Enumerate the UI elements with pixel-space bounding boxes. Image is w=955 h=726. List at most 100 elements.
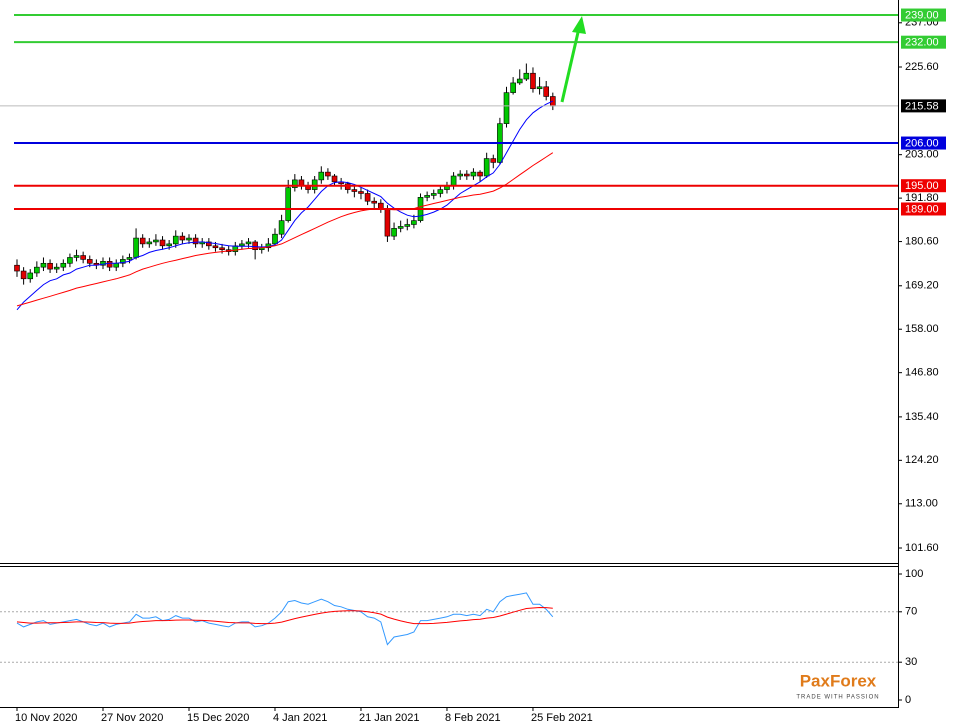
candle-body: [206, 241, 212, 247]
logo-tagline: TRADE WITH PASSION: [796, 695, 879, 701]
candle-body: [20, 270, 27, 280]
candle-body: [159, 239, 166, 247]
candle-body: [404, 224, 411, 227]
candle-body: [212, 245, 219, 249]
candle-body: [391, 228, 397, 237]
candle-body: [483, 158, 490, 177]
level-label-box: [901, 202, 946, 216]
candle-body: [331, 175, 338, 183]
candle-body: [536, 86, 543, 90]
x-tick-label: 4 Jan 2021: [273, 712, 327, 724]
candle-body: [34, 266, 40, 274]
indicator-line: [16, 592, 554, 646]
candle-body: [358, 191, 364, 194]
candle-body: [437, 189, 444, 194]
candle-body: [113, 262, 120, 268]
candle-body: [430, 193, 437, 196]
y-tick-label: 135.40: [905, 411, 939, 423]
candle-body: [477, 171, 483, 177]
y-tick-label: 146.80: [905, 367, 939, 379]
y-tick-label: 191.80: [905, 192, 939, 204]
candle-body: [384, 208, 391, 237]
candle-body: [318, 171, 325, 181]
moving-average: [16, 100, 554, 311]
candle-body: [371, 200, 378, 204]
plot: 237.00225.60203.00191.80180.60169.20158.…: [0, 8, 946, 724]
candle-body: [146, 241, 153, 245]
last-price-box: [901, 99, 946, 113]
candle-body: [106, 261, 113, 268]
y-tick-label: 169.20: [905, 280, 939, 292]
level-label-box: [901, 35, 946, 49]
candle-body: [523, 72, 530, 80]
candle-body: [351, 189, 358, 192]
x-tick-label: 8 Feb 2021: [445, 712, 501, 724]
x-tick-label: 15 Dec 2020: [187, 712, 249, 724]
candle-body: [278, 220, 285, 235]
candle-body: [464, 173, 470, 177]
y-tick-label: 0: [905, 694, 911, 706]
candle-body: [192, 237, 199, 245]
candle-body: [490, 158, 497, 163]
candle-body: [411, 220, 417, 225]
candle-body: [47, 262, 53, 270]
level-label-box: [901, 179, 946, 193]
candle-body: [510, 82, 516, 93]
candle-body: [133, 237, 139, 258]
y-tick-label: 100: [905, 568, 923, 580]
moving-average: [16, 152, 554, 307]
candle-body: [27, 272, 34, 280]
level-label: 239.00: [905, 9, 939, 21]
x-tick-label: 10 Nov 2020: [15, 712, 77, 724]
y-tick-label: 203.00: [905, 149, 939, 161]
trend-arrow-head: [572, 16, 586, 34]
level-label: 189.00: [905, 203, 939, 215]
level-label: 232.00: [905, 37, 939, 49]
candle-body: [543, 86, 550, 97]
candle-body: [14, 264, 20, 272]
y-tick-label: 113.00: [905, 498, 938, 510]
level-label-box: [901, 8, 946, 22]
candle-body: [470, 171, 477, 177]
candle-body: [530, 72, 536, 90]
candle-body: [100, 261, 106, 266]
trend-arrow: [560, 27, 581, 103]
y-tick-label: 158.00: [905, 323, 939, 335]
candle-body: [179, 235, 186, 241]
candle-body: [67, 257, 73, 264]
y-tick-label: 225.60: [905, 61, 939, 73]
candle-body: [120, 259, 126, 264]
x-tick-label: 25 Feb 2021: [531, 712, 593, 724]
candle-body: [252, 241, 258, 251]
y-tick-label: 30: [905, 656, 917, 668]
candle-body: [40, 262, 47, 268]
candle-body: [503, 92, 510, 124]
candle-body: [292, 179, 298, 188]
candle-body: [424, 195, 430, 198]
x-tick-label: 27 Nov 2020: [101, 712, 163, 724]
level-label-box: [901, 136, 946, 150]
y-tick-label: 101.60: [905, 542, 939, 554]
candle-body: [364, 193, 371, 202]
candle-body: [457, 173, 464, 177]
level-label: 195.00: [905, 180, 939, 192]
logo: PaxForex: [800, 671, 877, 690]
candle-body: [166, 243, 172, 247]
candle-body: [80, 255, 86, 260]
candle-body: [516, 78, 523, 84]
candle-body: [272, 233, 278, 245]
level-label: 206.00: [905, 137, 939, 149]
candle-body: [325, 171, 331, 177]
candle-body: [186, 237, 192, 241]
candle-body: [153, 239, 159, 243]
candle-body: [86, 259, 93, 264]
candle-body: [285, 187, 292, 221]
candle-body: [126, 257, 133, 260]
candle-body: [73, 255, 80, 258]
indicator-line: [16, 606, 553, 625]
y-tick-label: 70: [905, 606, 917, 618]
candle-body: [172, 235, 179, 245]
candle-body: [397, 226, 404, 229]
candle-body: [139, 237, 146, 245]
